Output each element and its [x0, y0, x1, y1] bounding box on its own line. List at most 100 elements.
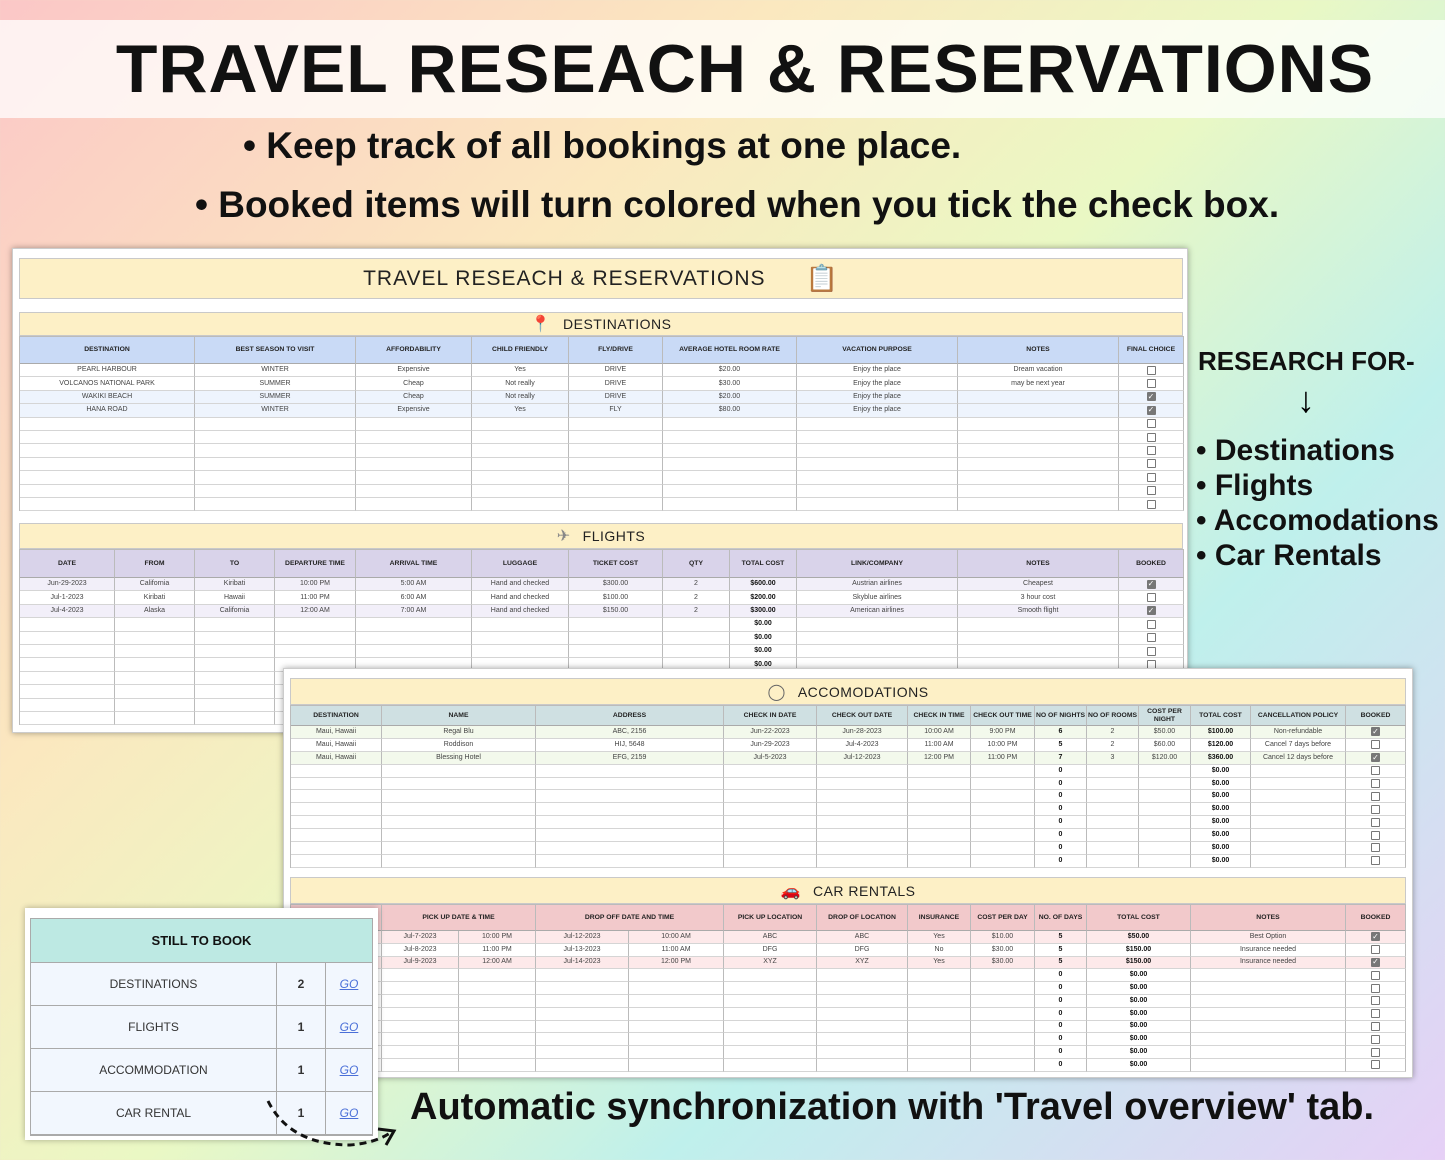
checkbox[interactable]	[1371, 1060, 1380, 1070]
checkbox[interactable]	[1371, 1009, 1380, 1019]
checkbox[interactable]	[1371, 817, 1380, 827]
checkbox[interactable]	[1371, 843, 1380, 853]
table-cell	[724, 842, 817, 855]
checkbox[interactable]	[1146, 593, 1156, 603]
table-cell: 0	[1035, 982, 1087, 995]
checkbox-checked[interactable]: ✓	[1146, 605, 1156, 616]
table-cell	[971, 777, 1035, 791]
table-cell: 0	[1035, 854, 1087, 868]
table-cell	[817, 777, 908, 791]
table-cell: 6:00 AM	[356, 591, 472, 605]
checkbox[interactable]	[1371, 970, 1380, 980]
checkbox[interactable]	[1146, 472, 1156, 482]
table-cell: $360.00	[1191, 751, 1251, 765]
checkbox-checked[interactable]: ✓	[1371, 931, 1380, 942]
checkbox[interactable]	[1146, 486, 1156, 496]
table-cell: Jul-5-2023	[724, 751, 817, 765]
still-to-book-label: ACCOMMODATION	[31, 1049, 277, 1092]
go-link[interactable]: GO	[339, 1106, 359, 1120]
table-cell	[459, 994, 536, 1008]
checkbox[interactable]	[1371, 856, 1380, 866]
table-cell: $30.00	[971, 956, 1035, 970]
column-header: NOTES	[958, 550, 1119, 578]
table-cell	[958, 471, 1119, 485]
checkbox-cell	[1346, 943, 1406, 957]
table-cell: VOLCANOS NATIONAL PARK	[20, 377, 195, 391]
checkbox-checked[interactable]: ✓	[1146, 391, 1156, 402]
checkbox-cell	[1346, 777, 1406, 791]
go-link[interactable]: GO	[339, 1063, 359, 1077]
table-cell: Smooth flight	[958, 604, 1119, 619]
table-cell	[797, 444, 958, 458]
table-cell	[1251, 803, 1346, 817]
table-cell	[958, 484, 1119, 498]
table-cell: 12:00 PM	[908, 751, 971, 765]
checkbox-checked[interactable]: ✓	[1371, 726, 1380, 737]
table-cell	[382, 1046, 459, 1059]
table-cell: 10:00 AM	[908, 726, 971, 739]
checkbox-checked[interactable]: ✓	[1371, 957, 1380, 967]
table-cell	[382, 790, 536, 804]
checkbox[interactable]	[1146, 633, 1156, 643]
checkbox-checked[interactable]: ✓	[1371, 752, 1380, 763]
checkbox[interactable]	[1146, 365, 1156, 375]
checkbox[interactable]	[1371, 1047, 1380, 1057]
checkbox-cell: ✓	[1119, 604, 1184, 619]
checkbox[interactable]	[1146, 459, 1156, 469]
go-link[interactable]: GO	[339, 1020, 359, 1034]
checkbox[interactable]	[1371, 996, 1380, 1006]
go-link[interactable]: GO	[339, 977, 359, 991]
checkbox[interactable]	[1146, 432, 1156, 442]
table-cell	[958, 631, 1119, 645]
column-header: TOTAL COST	[730, 550, 797, 578]
column-header: BEST SEASON TO VISIT	[195, 337, 356, 364]
table-cell: Hand and checked	[472, 578, 569, 592]
table-cell: Jul-8-2023	[382, 943, 459, 957]
checkbox[interactable]	[1371, 830, 1380, 840]
table-cell: HANA ROAD	[20, 404, 195, 418]
checkbox[interactable]	[1371, 779, 1380, 788]
table-cell: 7	[1035, 751, 1087, 765]
checkbox-cell	[1119, 484, 1184, 498]
table-cell: $0.00	[1087, 982, 1191, 995]
checkbox[interactable]	[1146, 446, 1156, 456]
table-cell	[1139, 790, 1191, 804]
table-cell	[817, 1033, 908, 1047]
checkbox[interactable]	[1146, 619, 1156, 629]
table-cell	[569, 497, 663, 512]
table-cell: 5:00 AM	[356, 578, 472, 592]
checkbox[interactable]	[1371, 983, 1380, 993]
table-cell	[1251, 854, 1346, 868]
checkbox-checked[interactable]: ✓	[1146, 579, 1156, 589]
checkbox[interactable]	[1146, 379, 1156, 389]
research-item: • Accomodations	[1196, 504, 1439, 537]
checkbox[interactable]	[1371, 791, 1380, 801]
checkbox[interactable]	[1146, 646, 1156, 656]
checkbox-cell: ✓	[1346, 726, 1406, 739]
checkbox[interactable]	[1371, 945, 1380, 955]
column-header: QTY	[663, 550, 730, 578]
column-header: CHILD FRIENDLY	[472, 337, 569, 364]
checkbox[interactable]	[1371, 804, 1380, 814]
checkbox[interactable]	[1146, 419, 1156, 429]
table-cell	[1087, 790, 1139, 804]
arrow-down-icon: ↓	[1297, 379, 1315, 420]
table-cell	[356, 631, 472, 645]
checkbox-cell	[1119, 618, 1184, 632]
checkbox-checked[interactable]: ✓	[1146, 405, 1156, 415]
table-cell	[724, 854, 817, 868]
table-cell: 11:00 AM	[629, 943, 724, 957]
table-cell: ABC, 2156	[536, 726, 724, 739]
checkbox[interactable]	[1146, 499, 1156, 509]
checkbox[interactable]	[1371, 740, 1380, 750]
table-cell	[20, 711, 115, 726]
table-cell	[356, 444, 472, 458]
checkbox[interactable]	[1371, 766, 1380, 776]
column-header: LINK/COMPANY	[797, 550, 958, 578]
checkbox[interactable]	[1371, 1034, 1380, 1044]
table-cell: XYZ	[724, 956, 817, 970]
table-cell	[382, 1020, 459, 1034]
checkbox[interactable]	[1371, 1021, 1380, 1031]
research-sheet: TRAVEL RESEACH & RESERVATIONS 📋 📍 DESTINA…	[12, 248, 1188, 733]
table-cell	[291, 790, 382, 804]
